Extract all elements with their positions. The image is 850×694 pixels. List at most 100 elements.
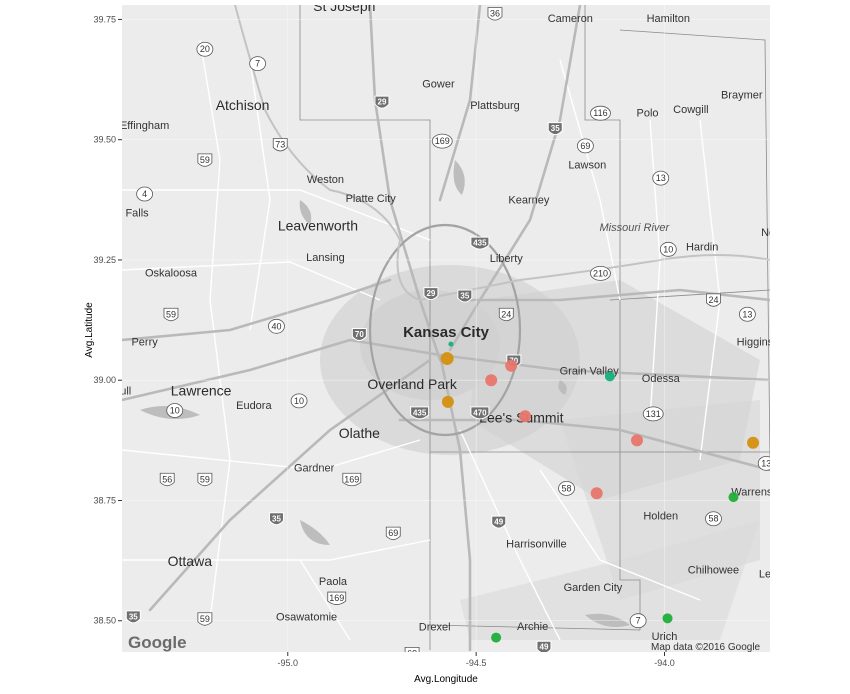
data-point-7 xyxy=(631,434,644,447)
road-shield-label: 435 xyxy=(473,239,487,248)
data-point-1 xyxy=(441,395,454,408)
us-route-shield-icon xyxy=(342,472,362,487)
state-route-shield-icon xyxy=(642,406,664,422)
state-route-shield-icon xyxy=(757,455,770,471)
x-tick-label-2: -94.0 xyxy=(654,658,675,668)
beltway xyxy=(368,223,522,437)
road-shield-r-40: 40 xyxy=(268,318,285,334)
road-shield-label: 69 xyxy=(580,141,590,151)
us-route-shield-icon xyxy=(327,591,347,605)
road-shield-label: 58 xyxy=(562,483,572,493)
road-shield-label: 35 xyxy=(460,292,469,301)
place-label-atchison: Atchison xyxy=(216,97,270,113)
place-label-cowgill: Cowgill xyxy=(673,104,708,116)
road-shield-label: 49 xyxy=(494,518,503,527)
road-shield-label: 59 xyxy=(200,474,210,484)
road-shield-label: 24 xyxy=(501,309,511,319)
road-shield-label: 169 xyxy=(435,136,450,146)
road-shield-label: 36 xyxy=(490,9,500,19)
place-label-kearney: Kearney xyxy=(508,195,549,207)
road-shield-label: 49 xyxy=(540,643,549,652)
place-label-ottawa: Ottawa xyxy=(168,553,213,569)
place-label-perry: Perry xyxy=(131,337,158,349)
road-shield-label: 59 xyxy=(200,614,210,624)
road-shield-r-7: 7 xyxy=(249,56,267,72)
data-point-0 xyxy=(440,352,454,366)
data-point-10 xyxy=(728,492,739,503)
highway-24-east xyxy=(468,288,770,302)
road-shield-r-13-se: 13 xyxy=(757,455,770,471)
interstate-shield-icon xyxy=(470,406,490,420)
place-label-effingham: Effingham xyxy=(120,120,169,132)
road-shield-i-470: 470 xyxy=(470,406,490,420)
place-label-urich: Urich xyxy=(652,631,678,643)
highway-169-north xyxy=(438,5,482,202)
place-label-oskaloosa: Oskaloosa xyxy=(145,267,198,279)
road-shield-label: 10 xyxy=(663,244,673,254)
road-shield-label: 35 xyxy=(129,612,138,621)
us-route-shield-icon xyxy=(163,307,179,322)
place-label-harrisonville: Harrisonville xyxy=(506,539,567,551)
place-label-chilhowee: Chilhowee xyxy=(688,565,739,577)
road-shield-i-435-s: 435 xyxy=(410,406,430,420)
interstate-shield-icon xyxy=(374,95,390,109)
water-bodies xyxy=(140,160,630,628)
road-shield-us-24-e: 24 xyxy=(498,307,514,322)
us-route-shield-icon xyxy=(706,293,721,307)
road-shield-us-36: 36 xyxy=(487,7,503,21)
minor-roads xyxy=(122,39,721,641)
data-point-11 xyxy=(662,613,673,624)
place-labels: St Joseph Cameron Hamilton Gower Plattsburg A… xyxy=(120,5,778,643)
road-shield-label: 24 xyxy=(708,295,718,305)
road-shield-us-169-ss: 169 xyxy=(327,591,347,605)
road-shield-i-35-n: 35 xyxy=(547,122,563,136)
road-shield-label: 13 xyxy=(742,309,752,319)
x-tick-label-1: -94.5 xyxy=(466,658,487,668)
highway-29 xyxy=(368,5,442,362)
place-label-falls: Falls xyxy=(125,208,149,220)
road-shield-r-210: 210 xyxy=(590,265,611,281)
road-shield-us-69-ss: 69 xyxy=(404,647,420,658)
interstate-shield-icon xyxy=(536,640,552,652)
road-shield-label: 10 xyxy=(294,396,304,406)
place-label-gardner: Gardner xyxy=(294,463,335,475)
us-route-shield-icon xyxy=(197,472,213,487)
road-shield-r-169-n: 169 xyxy=(431,133,453,149)
x-tick-label-0: -95.0 xyxy=(278,658,299,668)
place-label-olathe: Olathe xyxy=(339,425,380,441)
place-label-weston: Weston xyxy=(307,174,344,186)
road-shield-label: 35 xyxy=(272,514,281,523)
place-label-polo: Polo xyxy=(637,108,659,120)
x-axis-title: Avg.Longitude xyxy=(414,674,478,685)
state-route-shield-icon xyxy=(558,481,575,496)
road-shield-label: 7 xyxy=(255,59,260,69)
road-shield-label: 73 xyxy=(275,139,285,149)
highway-35-south xyxy=(148,358,432,612)
place-label-drexel: Drexel xyxy=(419,621,451,633)
place-label-platte-city: Platte City xyxy=(346,193,397,205)
place-label-eudora: Eudora xyxy=(236,400,272,412)
road-shield-i-49-s: 49 xyxy=(536,640,552,652)
basemap: St Joseph Cameron Hamilton Gower Plattsburg A… xyxy=(120,5,778,658)
us-route-shield-icon xyxy=(404,647,420,652)
road-shield-r-69: 69 xyxy=(576,138,594,154)
road-shield-r-20: 20 xyxy=(196,41,214,57)
density-polygon xyxy=(460,520,760,640)
interstate-shield-icon xyxy=(410,406,430,420)
county-boundary xyxy=(429,624,641,631)
place-label-paola: Paola xyxy=(319,576,348,588)
road-shield-label: 69 xyxy=(407,648,417,658)
state-route-shield-icon xyxy=(659,241,677,257)
road-shield-us-56: 56 xyxy=(159,472,175,487)
road-shield-label: 131 xyxy=(646,409,661,419)
place-label-warrensb: Warrensb xyxy=(731,487,778,499)
road-shield-us-169-s: 169 xyxy=(342,472,362,487)
road-shield-label: 40 xyxy=(271,321,281,331)
data-point-3 xyxy=(485,374,498,387)
state-route-shield-icon xyxy=(136,186,154,202)
place-label-gower: Gower xyxy=(422,79,455,91)
place-label-plattsburg: Plattsburg xyxy=(470,100,520,112)
place-label-hardin: Hardin xyxy=(686,241,718,253)
